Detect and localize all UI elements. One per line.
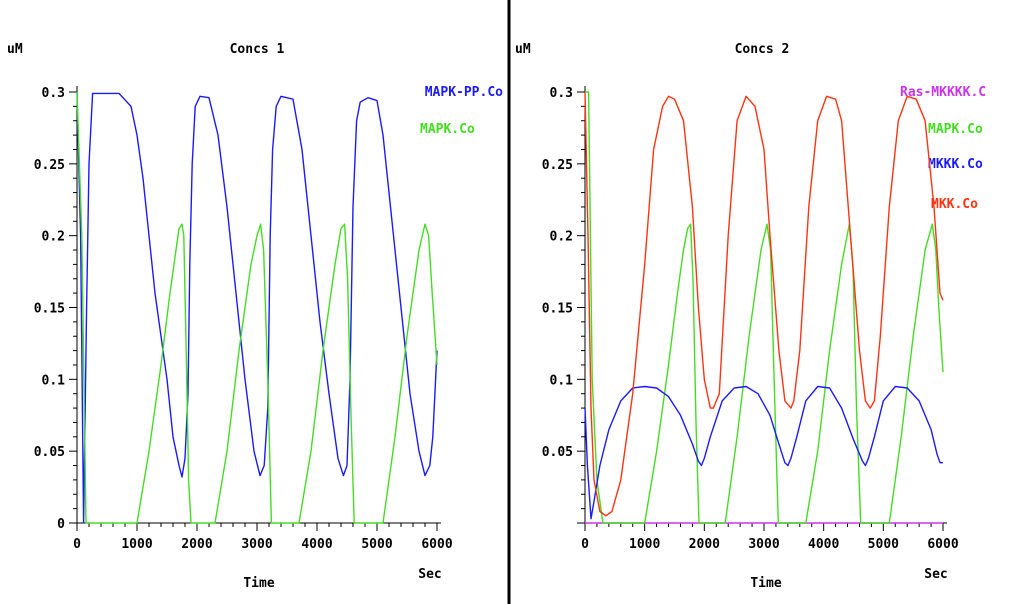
y-axis-label: uM (7, 42, 23, 57)
chart-1: Concs 1 uM 0 0.05 0.1 0.15 0.2 0.25 0.3 0 1000 2000… (7, 42, 503, 591)
y-tick-label: 0.15 (34, 302, 65, 317)
x-tick-label: 1000 (629, 537, 660, 552)
series-line-mapk-pp-co (76, 91, 438, 524)
x-tick-label: 6000 (927, 537, 958, 552)
y-tick-label: 0.2 (550, 230, 573, 245)
x-tick-label: 5000 (361, 537, 392, 552)
series-line-mapk-co (76, 91, 438, 524)
series-line-mkk-co (584, 91, 944, 517)
x-tick-label: 3000 (241, 537, 272, 552)
y-tick-label: 0.3 (550, 86, 573, 101)
legend-entry: Ras-MKKKK.C (900, 85, 986, 100)
y-tick-label: 0.25 (34, 158, 65, 173)
series-line-mapk-co (585, 91, 944, 524)
x-tick-label: 0 (581, 537, 589, 552)
x-axis-unit: Sec (924, 567, 947, 582)
x-axis-label: Time (243, 576, 274, 591)
y-tick-label: 0.2 (42, 230, 65, 245)
legend-entry: MKKK.Co (928, 157, 983, 172)
legend-entry: MAPK.Co (420, 122, 475, 137)
x-axis-unit: Sec (418, 567, 441, 582)
legend-entry: MKK.Co (931, 197, 978, 212)
y-tick-label: 0.3 (42, 86, 65, 101)
x-tick-label: 2000 (181, 537, 212, 552)
x-tick-label: 0 (73, 537, 81, 552)
x-tick-label: 2000 (689, 537, 720, 552)
y-tick-label: 0 (57, 517, 65, 532)
x-tick-label: 5000 (868, 537, 899, 552)
x-tick-label: 4000 (808, 537, 839, 552)
x-tick-label: 4000 (301, 537, 332, 552)
y-axis-label: uM (515, 42, 531, 57)
y-tick-label: 0.1 (550, 373, 574, 388)
legend-entry: MAPK-PP.Co (425, 85, 503, 100)
chart-title: Concs 2 (735, 42, 790, 57)
y-tick-label: 0.05 (542, 445, 573, 460)
x-tick-label: 1000 (121, 537, 152, 552)
chart-title: Concs 1 (230, 42, 285, 57)
y-tick-label: 0.25 (542, 158, 573, 173)
y-tick-label: 0.15 (542, 302, 573, 317)
y-tick-label: 0.1 (42, 373, 66, 388)
series-line-mkkk-co (584, 385, 943, 520)
x-tick-label: 6000 (421, 537, 452, 552)
x-tick-label: 3000 (748, 537, 779, 552)
chart-2: Concs 2 uM 0.05 0.1 0.15 0.2 0.25 0.3 0 1000 2000 3… (515, 42, 986, 591)
x-axis-label: Time (750, 576, 781, 591)
y-tick-label: 0.05 (34, 445, 65, 460)
legend-entry: MAPK.Co (928, 122, 983, 137)
